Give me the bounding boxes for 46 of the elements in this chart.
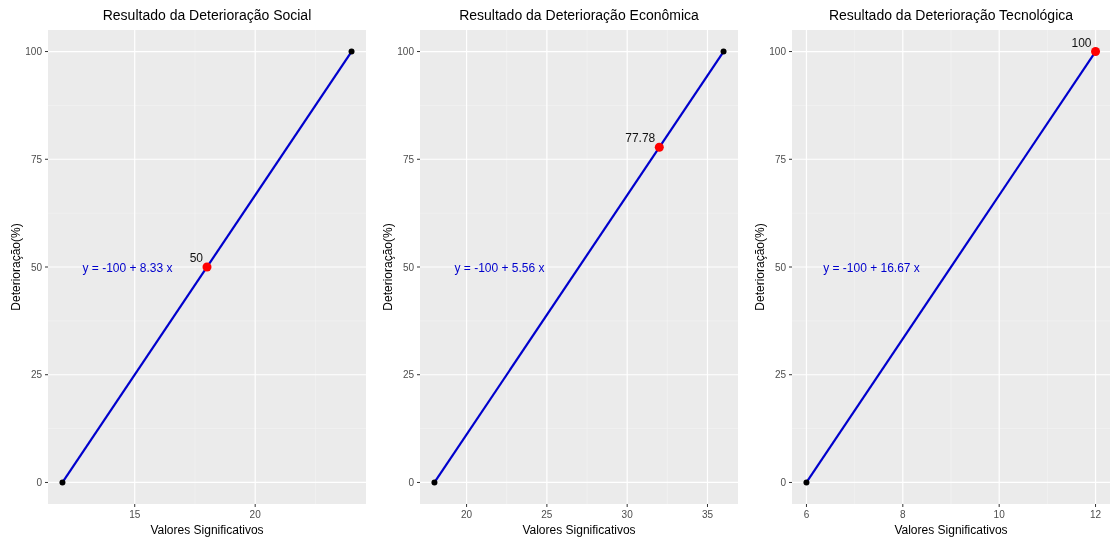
x-tick-label: 20 (461, 509, 473, 520)
x-tick-label: 20 (249, 509, 262, 520)
y-tick-label: 25 (774, 369, 787, 381)
y-tick-label: 100 (25, 46, 43, 58)
y-tick-label: 50 (30, 261, 43, 273)
x-axis-title: Valores Significativos (522, 523, 636, 537)
y-tick-label: 25 (402, 369, 415, 381)
point (431, 479, 438, 486)
point (348, 48, 355, 55)
annotation: y = -100 + 16.67 x (823, 261, 920, 275)
annotation: y = -100 + 8.33 x (82, 261, 173, 275)
x-axis-title: Valores Significativos (150, 523, 264, 537)
y-tick-label: 50 (402, 261, 415, 273)
y-tick-label: 0 (408, 476, 415, 488)
y-tick-label: 100 (769, 46, 787, 58)
x-tick-label: 8 (900, 509, 907, 520)
y-axis-title: Deterioração(%) (381, 223, 395, 311)
chart-title: Resultado da Deterioração Social (102, 7, 312, 23)
x-tick-label: 30 (621, 509, 634, 520)
y-axis-title: Deterioração(%) (9, 223, 23, 311)
y-axis-title: Deterioração(%) (753, 223, 767, 311)
point (654, 142, 664, 152)
y-tick-label: 0 (780, 476, 787, 488)
y-tick-label: 100 (397, 46, 415, 58)
y-tick-label: 25 (30, 369, 43, 381)
y-tick-label: 75 (774, 153, 787, 165)
x-axis-title: Valores Significativos (894, 523, 1008, 537)
y-tick-label: 75 (402, 153, 415, 165)
data-label: 100 (1071, 35, 1092, 50)
x-tick-label: 15 (129, 509, 141, 520)
point (59, 479, 66, 486)
y-tick-label: 0 (36, 476, 43, 488)
x-tick-label: 12 (1089, 509, 1102, 520)
chart-title: Resultado da Deterioração Tecnológica (828, 7, 1074, 23)
y-tick-label: 75 (30, 153, 43, 165)
x-tick-label: 25 (541, 509, 553, 520)
data-label: 77.78 (625, 131, 656, 146)
point (202, 262, 212, 272)
x-tick-label: 6 (803, 509, 810, 520)
point (720, 48, 727, 55)
y-tick-label: 50 (774, 261, 787, 273)
x-tick-label: 35 (701, 509, 714, 520)
x-tick-label: 10 (993, 509, 1006, 520)
annotation: y = -100 + 5.56 x (454, 261, 545, 275)
chart-title: Resultado da Deterioração Econômica (459, 7, 700, 23)
data-label: 50 (189, 251, 204, 265)
